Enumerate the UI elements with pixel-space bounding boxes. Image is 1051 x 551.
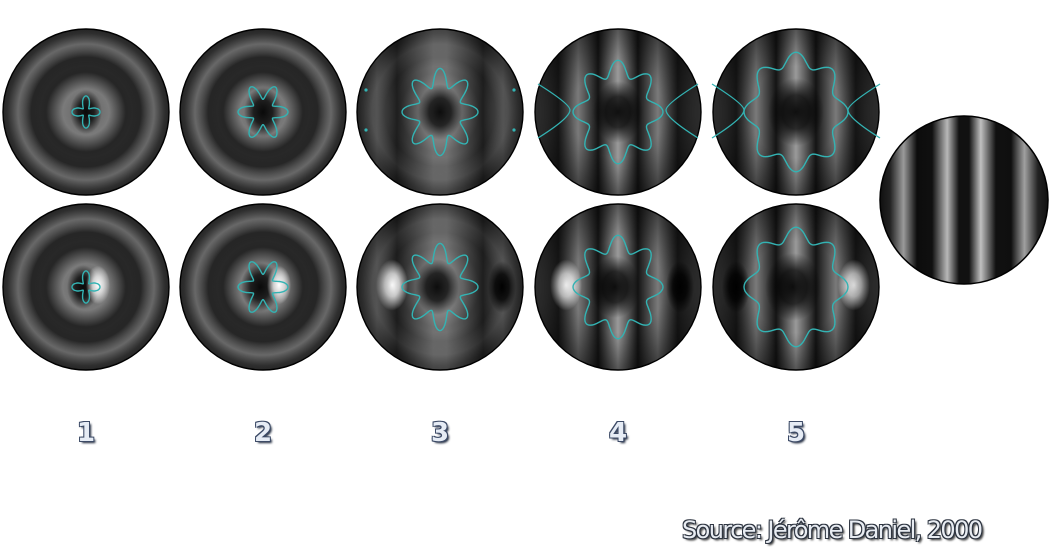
disc-order-2-top — [179, 28, 347, 196]
sweet-spot-contour — [572, 59, 664, 165]
reference-plane-wave-disc — [879, 115, 1049, 285]
sweet-spot-contour — [237, 261, 289, 313]
sweet-spot-contour — [71, 95, 101, 129]
sweet-spot-contour — [71, 270, 101, 304]
sweet-spot-contour — [237, 86, 289, 138]
order-label-5: 5 — [786, 418, 806, 448]
order-label-4: 4 — [608, 418, 628, 448]
disc-grid — [2, 28, 881, 371]
disc-order-1-bottom — [2, 203, 170, 371]
sweet-spot-contour — [401, 242, 479, 332]
sweet-spot-contour — [743, 226, 849, 348]
disc-order-3-bottom — [356, 203, 524, 371]
disc-order-4-top — [534, 28, 702, 196]
order-label-3: 3 — [430, 418, 450, 448]
disc-order-5-bottom — [712, 203, 880, 371]
sweet-spot-contour — [401, 67, 479, 157]
order-label-2: 2 — [253, 418, 273, 448]
disc-order-4-bottom — [534, 203, 702, 371]
disc-order-2-bottom — [179, 203, 347, 371]
disc-order-3-top — [356, 28, 524, 196]
sweet-spot-contour — [572, 234, 664, 340]
source-credit: Source: Jérôme Daniel, 2000 — [682, 516, 983, 544]
disc-order-5-top — [711, 28, 881, 196]
order-label-1: 1 — [76, 418, 96, 448]
disc-order-1-top — [2, 28, 170, 196]
